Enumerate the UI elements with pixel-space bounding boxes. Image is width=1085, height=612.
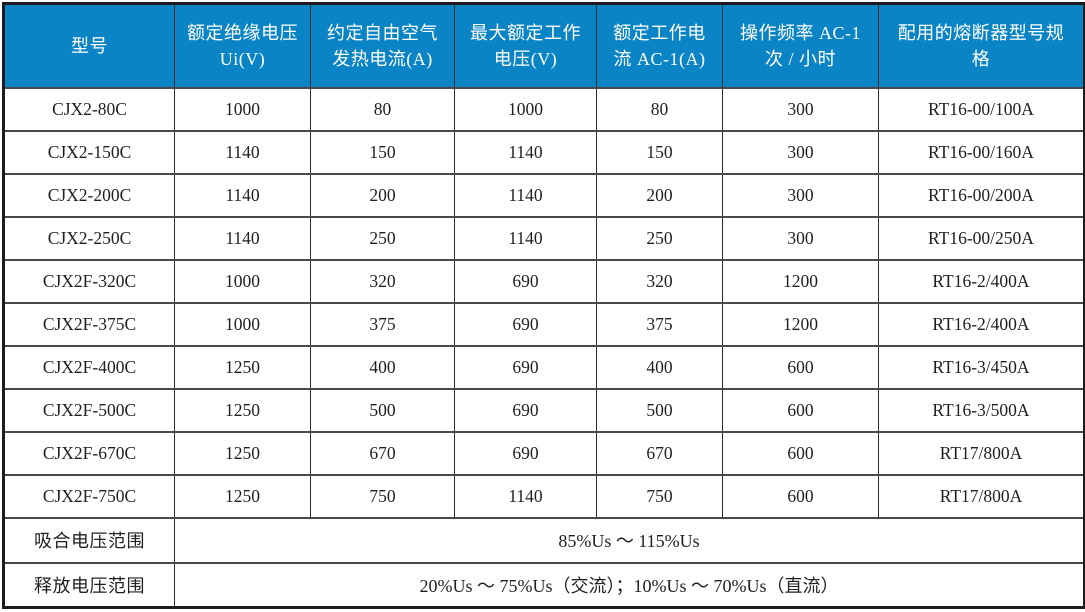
value-cell: 500 [310,387,455,433]
pickup-voltage-label: 吸合电压范围 [3,516,175,564]
pickup-voltage-value: 85%Us ～ 115%Us [174,516,1085,564]
value-cell: 1200 [722,258,879,304]
value-cell: RT16-00/160A [878,129,1085,175]
value-cell: 1140 [454,172,597,218]
value-cell: 690 [454,430,597,476]
value-cell: 1140 [174,172,311,218]
value-cell: 750 [596,473,723,519]
model-cell: CJX2F-320C [3,258,175,304]
value-cell: RT16-2/400A [878,301,1085,347]
value-cell: 1140 [454,473,597,519]
value-cell: 600 [722,387,879,433]
value-cell: 690 [454,301,597,347]
value-cell: 670 [596,430,723,476]
value-cell: 375 [596,301,723,347]
value-cell: 300 [722,129,879,175]
value-cell: 200 [596,172,723,218]
header-cell-fuse-spec: 配用的熔断器型号规格 [878,2,1085,89]
value-cell: 300 [722,172,879,218]
value-cell: 690 [454,387,597,433]
value-cell: 1250 [174,387,311,433]
value-cell: 1000 [174,301,311,347]
value-cell: 320 [310,258,455,304]
value-cell: 1250 [174,430,311,476]
header-cell-max-working-voltage: 最大额定工作电压(V) [454,2,597,89]
value-cell: 80 [310,86,455,132]
model-cell: CJX2-80C [3,86,175,132]
header-cell-insulation-voltage: 额定绝缘电压 Ui(V) [174,2,311,89]
value-cell: RT16-00/100A [878,86,1085,132]
value-cell: 690 [454,344,597,390]
model-cell: CJX2F-750C [3,473,175,519]
table-row: CJX2-200C 1140 200 1140 200 300 RT16-00/200A [3,172,1085,218]
value-cell: 1000 [174,86,311,132]
table-row: CJX2F-670C 1250 670 690 670 600 RT17/800A [3,430,1085,476]
value-cell: 400 [596,344,723,390]
value-cell: RT17/800A [878,430,1085,476]
value-cell: 750 [310,473,455,519]
value-cell: RT16-2/400A [878,258,1085,304]
value-cell: 150 [596,129,723,175]
model-cell: CJX2-250C [3,215,175,261]
value-cell: 600 [722,473,879,519]
release-voltage-value: 20%Us ～ 75%Us（交流）；10%Us ～ 70%Us（直流） [174,561,1085,609]
value-cell: 150 [310,129,455,175]
value-cell: 600 [722,344,879,390]
value-cell: 690 [454,258,597,304]
value-cell: 1000 [454,86,597,132]
table-footer: 吸合电压范围 85%Us ～ 115%Us 释放电压范围 20%Us ～ 75%… [3,516,1085,609]
value-cell: 80 [596,86,723,132]
value-cell: 1140 [174,129,311,175]
table-row: CJX2-150C 1140 150 1140 150 300 RT16-00/160A [3,129,1085,175]
value-cell: 300 [722,86,879,132]
model-cell: CJX2-150C [3,129,175,175]
table-body: CJX2-80C 1000 80 1000 80 300 RT16-00/100A CJX2-… [3,86,1085,519]
header-cell-thermal-current: 约定自由空气发热电流(A) [310,2,455,89]
value-cell: 1200 [722,301,879,347]
table-row: CJX2-80C 1000 80 1000 80 300 RT16-00/100A [3,86,1085,132]
table-header: 型号 额定绝缘电压 Ui(V) 约定自由空气发热电流(A) 最大额定工作电压(V… [3,2,1085,89]
header-cell-operation-frequency: 操作频率 AC-1 次 / 小时 [722,2,879,89]
header-row: 型号 额定绝缘电压 Ui(V) 约定自由空气发热电流(A) 最大额定工作电压(V… [3,2,1085,89]
value-cell: RT16-3/450A [878,344,1085,390]
table-row: CJX2F-500C 1250 500 690 500 600 RT16-3/500A [3,387,1085,433]
table-row: CJX2F-375C 1000 375 690 375 1200 RT16-2/400A [3,301,1085,347]
value-cell: 200 [310,172,455,218]
model-cell: CJX2-200C [3,172,175,218]
value-cell: RT17/800A [878,473,1085,519]
release-voltage-row: 释放电压范围 20%Us ～ 75%Us（交流）；10%Us ～ 70%Us（直… [3,561,1085,609]
value-cell: 400 [310,344,455,390]
table-row: CJX2F-400C 1250 400 690 400 600 RT16-3/450A [3,344,1085,390]
model-cell: CJX2F-400C [3,344,175,390]
value-cell: RT16-00/200A [878,172,1085,218]
table-row: CJX2F-320C 1000 320 690 320 1200 RT16-2/400A [3,258,1085,304]
value-cell: 250 [310,215,455,261]
value-cell: 375 [310,301,455,347]
value-cell: 250 [596,215,723,261]
pickup-voltage-row: 吸合电压范围 85%Us ～ 115%Us [3,516,1085,564]
table-row: CJX2F-750C 1250 750 1140 750 600 RT17/800A [3,473,1085,519]
value-cell: 1140 [454,215,597,261]
value-cell: 1250 [174,344,311,390]
release-voltage-label: 释放电压范围 [3,561,175,609]
model-cell: CJX2F-670C [3,430,175,476]
value-cell: 1000 [174,258,311,304]
value-cell: 300 [722,215,879,261]
model-cell: CJX2F-375C [3,301,175,347]
value-cell: 1250 [174,473,311,519]
value-cell: RT16-00/250A [878,215,1085,261]
header-cell-model: 型号 [3,2,175,89]
model-cell: CJX2F-500C [3,387,175,433]
value-cell: 670 [310,430,455,476]
value-cell: 1140 [174,215,311,261]
table-row: CJX2-250C 1140 250 1140 250 300 RT16-00/250A [3,215,1085,261]
value-cell: 320 [596,258,723,304]
value-cell: 600 [722,430,879,476]
header-cell-rated-current: 额定工作电流 AC-1(A) [596,2,723,89]
value-cell: 1140 [454,129,597,175]
value-cell: RT16-3/500A [878,387,1085,433]
value-cell: 500 [596,387,723,433]
